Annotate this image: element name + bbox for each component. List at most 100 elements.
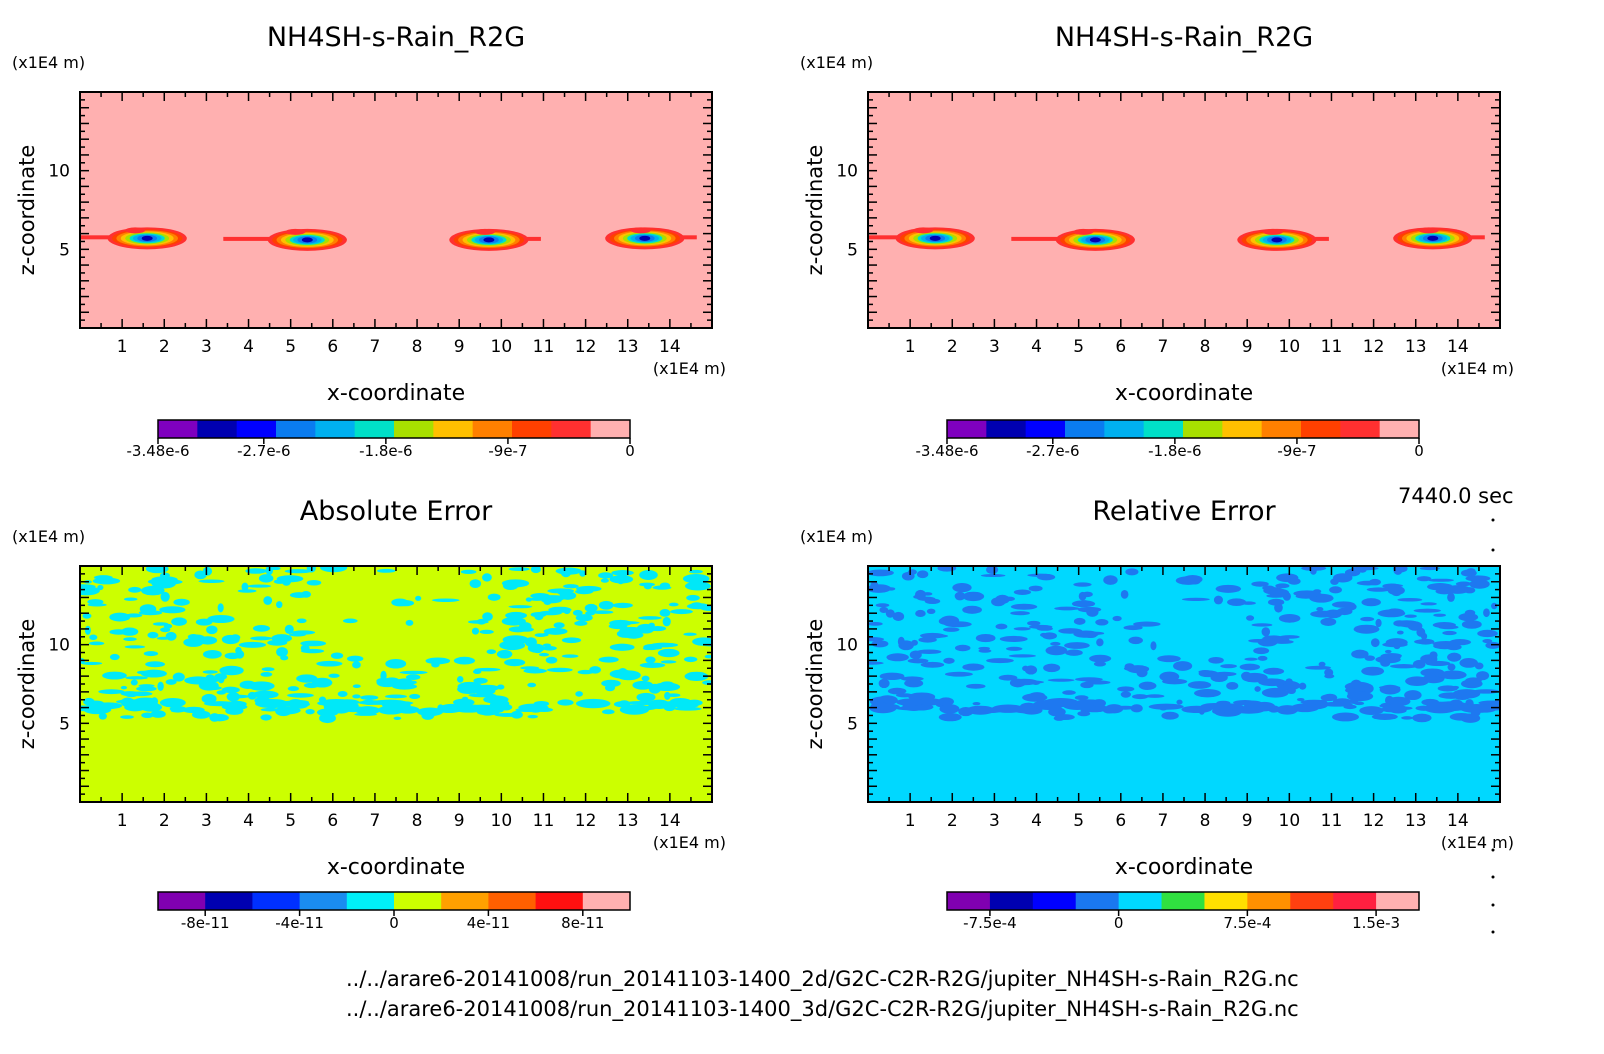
x-tick-label: 8 [1200,337,1211,357]
x-tick-label: 2 [947,337,958,357]
edge-dots [1491,518,1495,934]
colorbar-swatch [394,420,434,438]
colorbar: -3.48e-6 -2.7e-6 -1.8e-6 -9e-7 0 [127,419,635,460]
y-unit-label: (x1E4 m) [800,53,873,72]
plot-area [80,566,712,802]
x-tick-label: 11 [1321,811,1343,831]
colorbar-swatch [299,892,348,910]
colorbar-swatch [1333,892,1377,910]
x-tick-label: 14 [1447,811,1469,831]
colorbar-tick-label: -1.8e-6 [1148,442,1201,460]
colorbar-frame [157,419,631,439]
y-tick-label: 5 [59,240,70,260]
x-tick-label: 11 [1321,337,1343,357]
x-tick-label: 8 [1200,811,1211,831]
x-tick-label: 11 [533,811,555,831]
rain-blob [605,227,697,250]
tick-marks [79,565,713,803]
colorbar-tick-label: 0 [625,442,635,460]
x-tick-label: 9 [1242,811,1253,831]
colorbar-tick-label: -9e-7 [1277,442,1316,460]
x-tick-label: 10 [491,811,513,831]
colorbar-tick-label: 8e-11 [561,914,604,932]
colorbar-swatch [158,892,206,910]
error-patches [868,566,1500,723]
x-unit-label: (x1E4 m) [653,833,726,852]
colorbar-tick-label: 0 [389,914,399,932]
colorbar-tick-label: -8e-11 [181,914,230,932]
y-tick-label: 5 [847,714,858,734]
x-unit-label: (x1E4 m) [1441,359,1514,378]
colorbar-swatch [1161,892,1205,910]
y-tick-label: 5 [847,240,858,260]
chart-title: Absolute Error [300,496,493,527]
y-tick-label: 10 [48,636,70,656]
colorbar-swatch [947,420,987,438]
colorbar-tick-label: -9e-7 [488,442,527,460]
colorbar-swatch [1247,892,1291,910]
y-unit-label: (x1E4 m) [12,527,85,546]
y-unit-label: (x1E4 m) [800,527,873,546]
x-tick-label: 10 [1279,337,1301,357]
colorbar-swatch [535,892,584,910]
chart-title: NH4SH-s-Rain_R2G [267,22,525,53]
colorbar-swatch [1290,892,1334,910]
x-tick-label: 14 [659,811,681,831]
plot-area [868,566,1500,802]
colorbar-swatch [354,420,395,438]
tick-marks [79,91,713,329]
colorbar-swatch [1143,420,1184,438]
colorbar-swatch [1301,420,1341,438]
plot-area [868,92,1500,328]
colorbar-swatch [1376,892,1420,910]
x-tick-label: 4 [243,337,254,357]
x-tick-label: 9 [454,337,465,357]
field-background [80,92,712,328]
colorbar-tick-label: -3.48e-6 [127,442,190,460]
x-tick-label: 1 [117,337,128,357]
colorbar-tick-label: -7.5e-4 [963,914,1016,932]
colorbar-swatch [947,892,991,910]
colorbar: -3.48e-6 -2.7e-6 -1.8e-6 -9e-7 0 [916,419,1424,460]
chart-title: Relative Error [1092,496,1276,527]
colorbar-swatch [551,420,592,438]
x-tick-label: 14 [659,337,681,357]
x-tick-label: 6 [1115,811,1126,831]
x-axis-label: x-coordinate [1115,381,1253,406]
colorbar-swatch [315,420,356,438]
colorbar-swatch [394,892,442,910]
x-tick-label: 1 [117,811,128,831]
x-tick-label: 8 [412,811,423,831]
rain-blob [1393,227,1485,250]
x-tick-label: 6 [327,337,338,357]
colorbar: -7.5e-4 0 7.5e-4 1.5e-3 [946,891,1420,932]
colorbar-frame [946,891,1420,911]
rain-blob [223,228,347,251]
colorbar-swatch [1118,892,1163,910]
y-axis-label: z-coordinate [803,145,827,276]
file-path-3d: ../../arare6-20141008/run_20141103-1400_… [346,997,1299,1021]
x-tick-label: 10 [491,337,513,357]
x-tick-label: 12 [1363,337,1385,357]
x-tick-label: 5 [285,337,296,357]
colorbar-frame [946,419,1420,439]
y-tick-label: 10 [836,636,858,656]
colorbar-swatch [197,420,238,438]
x-tick-label: 5 [1073,811,1084,831]
colorbar-swatch [236,420,277,438]
colorbar-swatch [488,892,537,910]
x-tick-label: 13 [1405,337,1427,357]
x-tick-label: 7 [1158,337,1169,357]
colorbar-swatch [1032,892,1077,910]
x-tick-label: 11 [533,337,555,357]
x-tick-label: 13 [617,811,639,831]
colorbar-swatch [582,892,631,910]
colorbar-tick-label: 4e-11 [467,914,510,932]
colorbar-tick-label: 0 [1114,914,1124,932]
colorbar-swatch [346,892,395,910]
x-tick-label: 13 [617,337,639,357]
x-tick-label: 7 [370,811,381,831]
y-unit-label: (x1E4 m) [12,53,85,72]
colorbar-swatch [1379,420,1420,438]
